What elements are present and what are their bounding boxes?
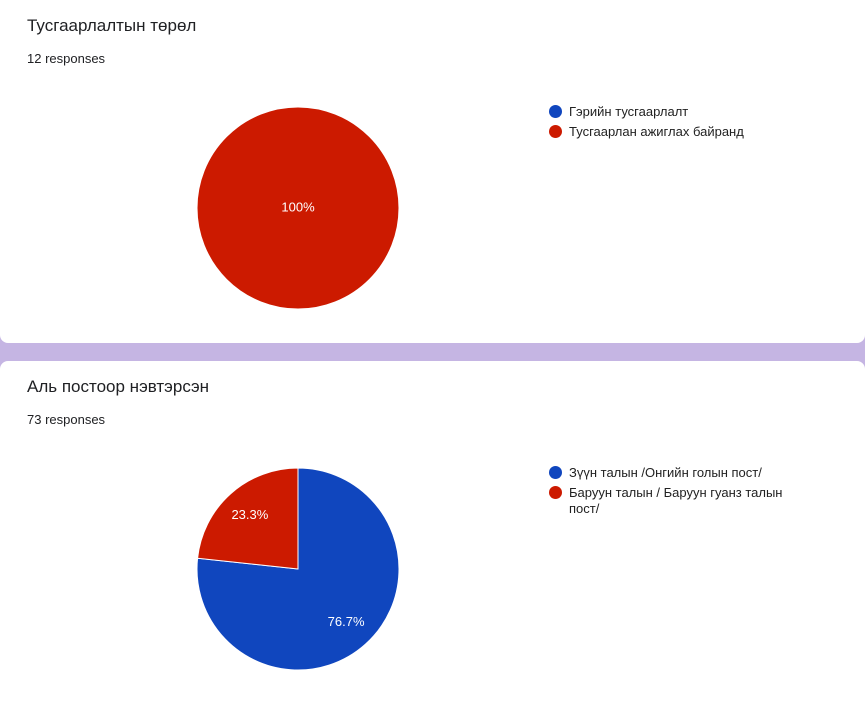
legend-item[interactable]: Зүүн талын /Онгийн голын пост/ xyxy=(549,465,809,481)
legend-label: Тусгаарлан ажиглах байранд xyxy=(569,124,744,139)
legend-label: Зүүн талын /Онгийн голын пост/ xyxy=(569,465,762,480)
chart-card-isolation-type: Тусгаарлалтын төрөл 12 responses 100% Гэ… xyxy=(0,0,865,343)
chart-legend: Гэрийн тусгаарлалт Тусгаарлан ажиглах ба… xyxy=(549,104,809,144)
legend-item[interactable]: Тусгаарлан ажиглах байранд xyxy=(549,124,809,140)
pie-slice-label: 76.7% xyxy=(328,614,365,629)
response-count: 73 responses xyxy=(27,412,106,427)
legend-swatch xyxy=(549,105,562,118)
response-count: 12 responses xyxy=(27,51,106,66)
legend-swatch xyxy=(549,486,562,499)
legend-label: Гэрийн тусгаарлалт xyxy=(569,104,689,119)
legend-swatch xyxy=(549,125,562,138)
pie-slice-label: 100% xyxy=(281,199,315,214)
pie-chart: 76.7% 23.3% xyxy=(196,467,400,671)
legend-item[interactable]: Гэрийн тусгаарлалт xyxy=(549,104,809,120)
chart-legend: Зүүн талын /Онгийн голын пост/ Баруун та… xyxy=(549,465,809,521)
pie-slice[interactable] xyxy=(196,106,400,310)
legend-swatch xyxy=(549,466,562,479)
chart-card-entry-post: Аль постоор нэвтэрсэн 73 responses 76.7%… xyxy=(0,361,865,717)
pie-slice[interactable] xyxy=(197,467,299,570)
pie-chart: 100% xyxy=(196,106,400,310)
chart-title: Аль постоор нэвтэрсэн xyxy=(27,377,210,396)
pie-slice-label: 23.3% xyxy=(231,507,268,522)
chart-title: Тусгаарлалтын төрөл xyxy=(27,16,197,35)
legend-label: Баруун талын / Баруун гуанз талын пост/ xyxy=(569,485,783,516)
legend-item[interactable]: Баруун талын / Баруун гуанз талын пост/ xyxy=(549,485,809,517)
